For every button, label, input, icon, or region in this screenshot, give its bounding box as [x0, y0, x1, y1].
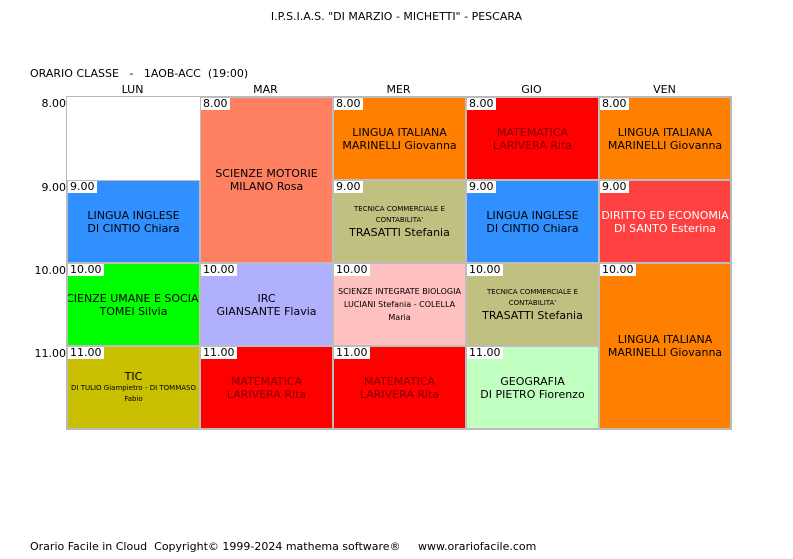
lesson-teacher: MILANO Rosa	[229, 180, 304, 193]
lesson-time: 9.00	[334, 180, 363, 193]
lesson-teacher: TRASATTI Stefania	[349, 226, 450, 239]
lesson-teacher: MARINELLI Giovanna	[342, 138, 457, 152]
lesson-teacher: LUCIANI Stefania - COLELLA Maria	[343, 300, 456, 322]
lesson-time: 11.00	[68, 346, 104, 359]
lesson-cell[interactable]: 11.00 GEOGRAFIA DI PIETRO Fiorenzo	[466, 346, 599, 429]
lesson-subject: MATEMATICA	[230, 374, 303, 388]
day-header-mar: MAR	[253, 83, 278, 96]
lesson-cell[interactable]: 8.00 SCIENZE MOTORIE MILANO Rosa	[200, 97, 333, 263]
lesson-time: 8.00	[201, 97, 230, 110]
lesson-cell[interactable]: 9.00 LINGUA INGLESE DI CINTIO Chiara	[466, 180, 599, 263]
time-label-8: 8.00	[41, 97, 67, 110]
lesson-subject: LINGUA INGLESE	[87, 208, 180, 222]
lesson-subject: TECNICA COMMERCIALE E CONTABILITA'	[487, 288, 578, 307]
lesson-cell[interactable]: 8.00 LINGUA ITALIANA MARINELLI Giovanna	[599, 97, 731, 180]
lesson-cell[interactable]: 9.00 TECNICA COMMERCIALE E CONTABILITA' …	[333, 180, 466, 263]
day-header-lun: LUN	[121, 83, 144, 96]
lesson-cell[interactable]: 8.00 LINGUA ITALIANA MARINELLI Giovanna	[333, 97, 466, 180]
lesson-cell[interactable]: 11.00 TIC DI TULIO Giampietro - DI TOMMA…	[67, 346, 200, 429]
day-header-gio: GIO	[521, 83, 542, 96]
lesson-teacher: TOMEI Silvia	[99, 304, 168, 318]
lesson-subject: SCIENZE INTEGRATE BIOLOGIA	[338, 287, 461, 296]
lesson-teacher: MARINELLI Giovanna	[607, 138, 723, 152]
lesson-cell[interactable]: 10.00 TECNICA COMMERCIALE E CONTABILITA'…	[466, 263, 599, 346]
lesson-time: 10.00	[68, 263, 104, 276]
lesson-time: 10.00	[467, 263, 503, 276]
lesson-subject: DIRITTO ED ECONOMIA	[601, 208, 729, 222]
lesson-cell[interactable]: 9.00 LINGUA INGLESE DI CINTIO Chiara	[67, 180, 200, 263]
lesson-cell[interactable]: 11.00 MATEMATICA LARIVERA Rita	[333, 346, 466, 429]
timetable-grid: 9.00 LINGUA INGLESE DI CINTIO Chiara 10.…	[66, 96, 732, 430]
day-header-mer: MER	[386, 83, 411, 96]
lesson-time: 11.00	[201, 346, 237, 359]
class-info: ORARIO CLASSE - 1AOB-ACC (19:00)	[30, 67, 249, 80]
lesson-time: 10.00	[201, 263, 237, 276]
lesson-teacher: LARIVERA Rita	[226, 387, 307, 401]
lesson-cell[interactable]: 10.00 LINGUA ITALIANA MARINELLI Giovanna	[599, 263, 731, 429]
lesson-subject: TECNICA COMMERCIALE E CONTABILITA'	[354, 205, 445, 224]
lesson-teacher: DI CINTIO Chiara	[87, 221, 180, 235]
footer-copyright: Orario Facile in Cloud Copyright© 1999-2…	[30, 540, 537, 553]
lesson-teacher: LARIVERA Rita	[359, 387, 440, 401]
lesson-subject: SCIENZE MOTORIE	[215, 167, 318, 180]
lesson-time: 11.00	[467, 346, 503, 359]
lesson-teacher: LARIVERA Rita	[492, 138, 573, 152]
lesson-subject: LINGUA ITALIANA	[617, 333, 713, 346]
lesson-teacher: DI TULIO Giampietro - DI TOMMASO Fabio	[71, 384, 196, 403]
lesson-subject: IRC	[257, 291, 276, 305]
lesson-cell[interactable]: 10.00 SCIENZE INTEGRATE BIOLOGIA LUCIANI…	[333, 263, 466, 346]
lesson-time: 8.00	[467, 97, 496, 110]
lesson-subject: GEOGRAFIA	[500, 374, 565, 388]
lesson-cell[interactable]: 11.00 MATEMATICA LARIVERA Rita	[200, 346, 333, 429]
lesson-time: 9.00	[467, 180, 496, 193]
lesson-time: 10.00	[334, 263, 370, 276]
lesson-cell[interactable]: 8.00 MATEMATICA LARIVERA Rita	[466, 97, 599, 180]
lesson-time: 10.00	[600, 263, 636, 276]
time-label-9: 9.00	[41, 181, 67, 194]
time-label-10: 10.00	[34, 264, 67, 277]
lesson-teacher: MARINELLI Giovanna	[607, 346, 723, 359]
lesson-time: 9.00	[600, 180, 629, 193]
lesson-teacher: DI PIETRO Fiorenzo	[480, 387, 585, 401]
lesson-time: 8.00	[334, 97, 363, 110]
lesson-subject: LINGUA INGLESE	[486, 208, 579, 222]
lesson-time: 11.00	[334, 346, 370, 359]
day-header-ven: VEN	[653, 83, 676, 96]
time-label-11: 11.00	[34, 347, 67, 360]
lesson-subject: LINGUA ITALIANA	[617, 125, 713, 139]
lesson-subject: SCIENZE UMANE E SOCIALI	[67, 291, 199, 305]
lesson-teacher: DI CINTIO Chiara	[486, 221, 579, 235]
lesson-subject: MATEMATICA	[496, 125, 569, 139]
lesson-cell[interactable]: 9.00 DIRITTO ED ECONOMIA DI SANTO Esteri…	[599, 180, 731, 263]
lesson-subject: MATEMATICA	[363, 374, 436, 388]
lesson-time: 8.00	[600, 97, 629, 110]
lesson-cell[interactable]: 10.00 SCIENZE UMANE E SOCIALI TOMEI Silv…	[67, 263, 200, 346]
lesson-teacher: TRASATTI Stefania	[482, 309, 583, 322]
lesson-time: 9.00	[68, 180, 97, 193]
lesson-subject: LINGUA ITALIANA	[352, 125, 447, 139]
lesson-teacher: DI SANTO Esterina	[613, 221, 717, 235]
lesson-teacher: GIANSANTE Flavia	[216, 304, 317, 318]
lesson-cell[interactable]: 10.00 IRC GIANSANTE Flavia	[200, 263, 333, 346]
lesson-subject: TIC	[124, 370, 143, 383]
school-title: I.P.S.I.A.S. "DI MARZIO - MICHETTI" - PE…	[270, 10, 523, 23]
